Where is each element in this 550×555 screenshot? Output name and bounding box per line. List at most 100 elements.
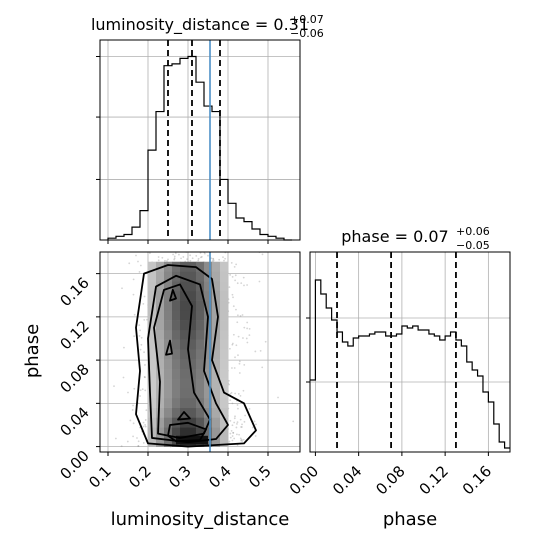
bl-density-cell bbox=[164, 388, 173, 399]
bl-density-cell bbox=[196, 349, 205, 360]
bl-sample-point bbox=[248, 327, 251, 330]
bl-sample-point bbox=[229, 399, 232, 402]
bl-density-cell bbox=[220, 397, 229, 408]
bl-density-cell bbox=[172, 417, 181, 428]
bl-sample-point bbox=[132, 435, 134, 438]
bl-sample-point bbox=[229, 392, 232, 395]
bl-density-cell bbox=[180, 349, 189, 360]
bl-sample-point bbox=[140, 343, 143, 346]
bl-sample-point bbox=[232, 305, 235, 308]
bl-density-cell bbox=[156, 290, 165, 301]
bl-density-cell bbox=[164, 281, 173, 292]
bl-density-cell bbox=[172, 300, 181, 311]
bl-density-cell bbox=[212, 359, 221, 370]
bl-density-cell bbox=[180, 310, 189, 321]
bl-sample-point bbox=[240, 438, 243, 441]
bl-sample-point bbox=[144, 389, 147, 392]
bl-sample-point bbox=[189, 254, 192, 257]
bl-sample-point bbox=[234, 356, 236, 359]
bl-density-cell bbox=[164, 397, 173, 408]
bl-density-cell bbox=[148, 368, 157, 379]
bl-sample-point bbox=[230, 391, 233, 394]
bl-density-cell bbox=[156, 407, 165, 418]
bl-density-cell bbox=[204, 397, 213, 408]
bl-density-cell bbox=[164, 436, 173, 447]
bl-density-cell bbox=[220, 359, 229, 370]
bl-sample-point bbox=[143, 351, 145, 354]
bl-density-cell bbox=[164, 271, 173, 282]
bl-density-cell bbox=[164, 329, 173, 340]
bl-sample-point bbox=[242, 438, 245, 441]
bl-sample-point bbox=[241, 314, 244, 316]
bl-density-cell bbox=[188, 359, 197, 370]
bl-sample-point bbox=[132, 278, 135, 281]
bl-density-cell bbox=[188, 329, 197, 340]
bl-sample-point bbox=[133, 387, 136, 390]
bl-sample-point bbox=[232, 431, 235, 434]
bl-density-cell bbox=[148, 407, 157, 418]
bl-sample-point bbox=[178, 253, 180, 256]
bl-density-cell bbox=[188, 310, 197, 321]
bl-sample-point bbox=[233, 421, 236, 424]
bl-sample-point bbox=[237, 335, 240, 338]
bl-sample-point bbox=[230, 262, 233, 264]
bl-sample-point bbox=[138, 335, 141, 337]
bl-sample-point bbox=[232, 333, 235, 336]
bl-density-cell bbox=[196, 417, 205, 428]
phase-title-param: phase bbox=[341, 227, 389, 246]
bl-sample-point bbox=[230, 429, 233, 432]
bl-density-cell bbox=[148, 436, 157, 447]
bl-clipped-group bbox=[100, 252, 300, 452]
bl-sample-point bbox=[243, 326, 246, 329]
bl-sample-point bbox=[122, 376, 125, 379]
bl-sample-point bbox=[236, 321, 239, 324]
bl-density-cell bbox=[156, 310, 165, 321]
bl-density-cell bbox=[172, 320, 181, 331]
bl-sample-point bbox=[145, 409, 148, 412]
bl-density-cell bbox=[180, 427, 189, 438]
bl-density-cell bbox=[196, 359, 205, 370]
bl-sample-point bbox=[292, 420, 295, 423]
bl-sample-point bbox=[246, 284, 248, 286]
phase-title: phase = 0.07 bbox=[341, 227, 448, 246]
bl-density-cell bbox=[148, 320, 157, 331]
bl-density-cell bbox=[212, 310, 221, 321]
bl-sample-point bbox=[144, 424, 147, 426]
bl-density-cell bbox=[148, 329, 157, 340]
bl-axes-frame bbox=[99, 251, 301, 453]
bl-sample-point bbox=[218, 258, 221, 261]
bl-density-cell bbox=[156, 329, 165, 340]
bl-density-cell bbox=[188, 339, 197, 350]
bl-density-cell bbox=[220, 436, 229, 447]
bl-density-cell bbox=[220, 261, 229, 272]
bl-sample-point bbox=[132, 293, 135, 296]
bl-density-cell bbox=[148, 359, 157, 370]
bl-contour-mid bbox=[147, 274, 229, 444]
bl-sample-point bbox=[166, 260, 168, 262]
bl-density-cell bbox=[180, 378, 189, 389]
ld-title-param: luminosity_distance bbox=[91, 15, 250, 35]
bl-density-cell bbox=[180, 368, 189, 379]
bl-density-cell bbox=[156, 320, 165, 331]
bl-sample-point bbox=[248, 334, 251, 337]
bl-xtick-label-2: 0.3 bbox=[165, 462, 195, 492]
bl-sample-point bbox=[197, 259, 200, 262]
bl-density-cell bbox=[204, 436, 213, 447]
bl-density-cell bbox=[164, 417, 173, 428]
bl-density-cell bbox=[148, 261, 157, 272]
bl-density-cell bbox=[148, 378, 157, 389]
bl-sample-point bbox=[261, 366, 264, 369]
bl-density-cell bbox=[196, 261, 205, 272]
bl-density-cell bbox=[164, 261, 173, 272]
bl-sample-point bbox=[254, 435, 257, 437]
bl-sample-point bbox=[114, 437, 117, 440]
bl-sample-point bbox=[229, 273, 232, 276]
bl-density-cell bbox=[156, 281, 165, 292]
bl-sample-point bbox=[138, 271, 141, 273]
bl-sample-point bbox=[242, 389, 245, 392]
bl-sample-point bbox=[173, 255, 176, 258]
bl-sample-point bbox=[231, 439, 234, 442]
bl-sample-point bbox=[131, 409, 134, 411]
bl-sample-point bbox=[246, 327, 249, 330]
bl-sample-point bbox=[243, 363, 246, 366]
